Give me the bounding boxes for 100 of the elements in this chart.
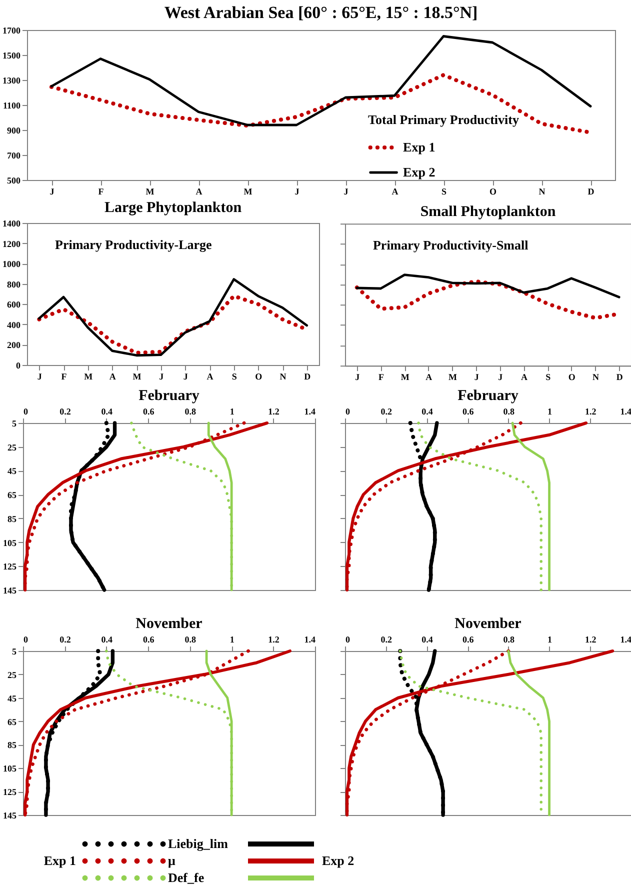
- x-tick-label: S: [546, 372, 551, 382]
- x-tick-label: 1: [548, 406, 553, 416]
- y-tick-label: 125: [3, 787, 17, 798]
- chart-title: West Arabian Sea [60° : 65°E, 15° : 18.5°N]: [164, 3, 478, 22]
- x-tick-label: O: [489, 186, 497, 196]
- text: Exp 2: [322, 853, 354, 868]
- x-tick-label: 1.4: [620, 406, 631, 416]
- x-tick-label: S: [441, 186, 447, 196]
- x-tick-label: M: [146, 186, 155, 196]
- text: Exp 1: [44, 853, 76, 868]
- legend-label: Exp 1: [403, 140, 436, 154]
- x-tick-label: A: [521, 372, 528, 382]
- y-tick-label: 105: [3, 764, 17, 774]
- y-tick-label: 25: [8, 670, 17, 680]
- y-tick-label: 25: [8, 442, 17, 452]
- y-tick-label: 200: [7, 340, 21, 350]
- y-tick-label: 700: [7, 150, 21, 160]
- x-tick-label: 0.6: [143, 634, 155, 644]
- x-tick-label: D: [588, 186, 595, 196]
- x-tick-label: A: [206, 372, 214, 382]
- x-tick-label: 0.4: [101, 634, 114, 644]
- y-tick-label: 85: [8, 514, 17, 524]
- y-tick-label: 1200: [2, 238, 21, 249]
- annotation: Primary Productivity-Small: [373, 238, 529, 253]
- x-tick-label: 0.6: [462, 634, 474, 644]
- y-tick-label: 1000: [2, 259, 21, 270]
- x-tick-label: N: [592, 372, 600, 382]
- y-tick-label: 1400: [2, 218, 21, 228]
- x-tick-label: M: [400, 372, 410, 382]
- x-tick-label: 0.4: [422, 406, 434, 416]
- x-tick-label: 0: [346, 406, 350, 416]
- y-tick-label: 800: [7, 279, 21, 290]
- y-tick-label: 1700: [2, 26, 21, 36]
- x-tick-label: M: [448, 372, 458, 382]
- x-tick-label: D: [304, 372, 312, 382]
- x-tick-label: 0.2: [60, 634, 72, 644]
- x-tick-label: 0.2: [60, 406, 72, 416]
- x-tick-label: 1: [230, 634, 235, 644]
- x-tick-label: M: [84, 372, 94, 382]
- x-tick-label: J: [498, 372, 504, 382]
- x-tick-label: N: [538, 186, 546, 196]
- x-tick-label: 0.8: [503, 406, 516, 416]
- y-tick-label: 145: [3, 586, 17, 596]
- y-tick-label: 125: [3, 562, 17, 572]
- x-tick-label: 0.8: [503, 634, 516, 644]
- chart-title: November: [136, 616, 203, 632]
- x-tick-label: J: [159, 372, 164, 382]
- x-tick-label: 1.4: [304, 634, 316, 644]
- x-tick-label: 1.2: [268, 634, 280, 644]
- x-tick-label: O: [568, 372, 576, 382]
- x-tick-label: J: [474, 372, 480, 382]
- line-series: [38, 278, 308, 357]
- y-tick-label: 65: [8, 490, 17, 500]
- x-tick-label: 0.6: [462, 406, 474, 416]
- legend-label: Def_fe: [168, 870, 204, 885]
- y-tick-label: 65: [8, 716, 17, 727]
- x-tick-label: 1.4: [620, 634, 631, 644]
- y-tick-label: 1500: [2, 50, 21, 60]
- y-tick-label: 1300: [2, 76, 21, 86]
- y-tick-label: 600: [7, 300, 21, 310]
- x-tick-label: A: [196, 186, 203, 196]
- x-tick-label: 0.4: [101, 406, 114, 416]
- x-tick-label: F: [378, 372, 385, 382]
- x-tick-label: A: [392, 186, 399, 196]
- x-tick-label: 1: [548, 634, 553, 644]
- y-tick-label: 5: [12, 418, 17, 428]
- x-tick-label: J: [50, 186, 55, 196]
- chart-title: Small Phytoplankton: [420, 204, 556, 220]
- x-tick-label: 0: [346, 634, 350, 644]
- x-tick-label: 0.8: [184, 634, 196, 644]
- y-tick-label: 400: [7, 320, 21, 330]
- chart-title: Large Phytoplankton: [104, 200, 242, 216]
- y-tick-label: 145: [3, 810, 17, 820]
- x-tick-label: 0.4: [422, 634, 434, 644]
- line-series: [50, 35, 592, 126]
- x-tick-label: 0.8: [184, 406, 196, 416]
- legend-label: Liebig_lim: [168, 836, 228, 851]
- x-tick-label: J: [355, 372, 360, 382]
- y-tick-label: 105: [3, 538, 17, 548]
- y-tick-label: 85: [8, 740, 17, 750]
- x-tick-label: N: [280, 372, 287, 382]
- y-tick-label: 900: [7, 126, 21, 136]
- y-tick-label: 45: [8, 693, 17, 704]
- x-tick-label: 1: [230, 406, 235, 416]
- x-tick-label: D: [616, 372, 624, 382]
- x-tick-label: S: [232, 372, 237, 382]
- legend-label: μ: [168, 853, 176, 868]
- x-tick-label: J: [183, 372, 188, 382]
- x-tick-label: 0.2: [380, 406, 392, 416]
- x-tick-label: 0.6: [143, 406, 155, 416]
- y-tick-label: 1100: [2, 100, 21, 110]
- x-tick-label: 1.2: [268, 406, 280, 416]
- chart-title: February: [138, 388, 200, 404]
- x-tick-label: A: [109, 372, 116, 382]
- x-tick-label: 1.2: [585, 634, 597, 644]
- y-tick-label: 500: [7, 176, 21, 186]
- y-tick-label: 45: [8, 466, 17, 476]
- x-tick-label: 0.2: [380, 634, 392, 644]
- x-tick-label: F: [61, 372, 68, 382]
- chart-title: February: [458, 388, 519, 404]
